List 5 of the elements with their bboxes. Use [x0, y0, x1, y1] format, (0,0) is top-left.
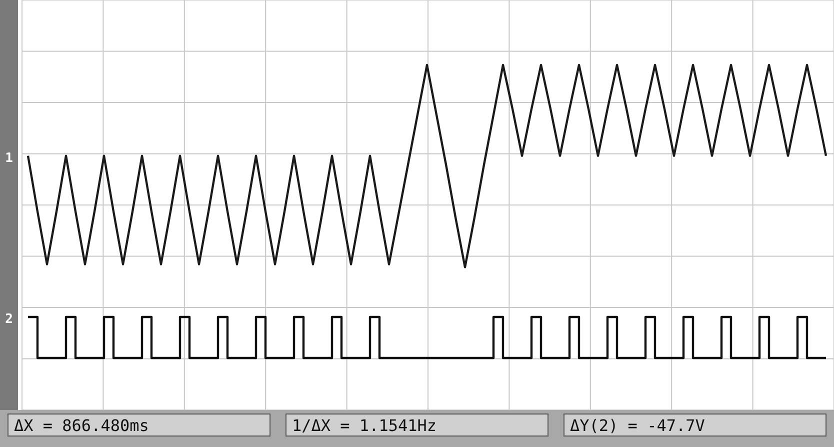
text: ΔX = 866.480ms: [14, 416, 149, 435]
text: 1/ΔX = 1.1541Hz: [292, 416, 436, 435]
series-label: 1: [5, 150, 14, 166]
text: ΔY(2) = -47.7V: [570, 416, 706, 435]
series-label: 2: [5, 312, 13, 327]
